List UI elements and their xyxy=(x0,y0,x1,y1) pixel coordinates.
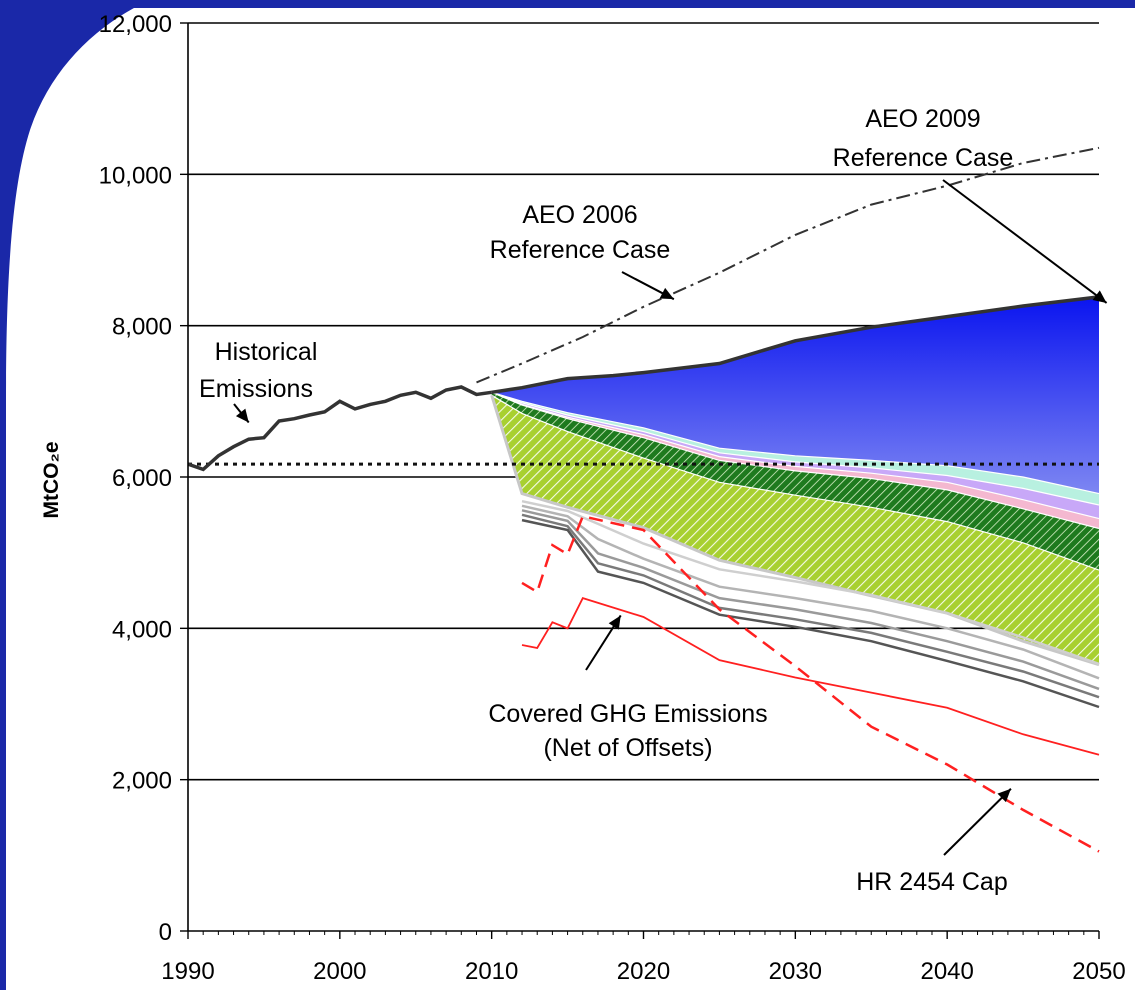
label-aeo2009-1: AEO 2009 xyxy=(865,105,980,133)
aeo2009-line xyxy=(491,295,1100,395)
slide-frame xyxy=(0,0,150,990)
band-separator xyxy=(491,391,1100,530)
gray-scenario-line xyxy=(521,499,1100,666)
label-aeo2006-1: AEO 2006 xyxy=(522,201,637,229)
arrow-hr2454-head xyxy=(997,788,1011,803)
x-tick-label: 2040 xyxy=(920,958,973,985)
arrow-aeo2006-head xyxy=(659,287,674,300)
label-aeo2009-2: Reference Case xyxy=(833,144,1014,172)
stacked-areas xyxy=(490,296,1100,667)
area-dark-green-hatched xyxy=(491,392,1099,571)
arrow-aeo2009-head xyxy=(1092,290,1107,303)
band-separator xyxy=(491,394,1100,571)
gray-scenario-line xyxy=(521,509,1100,691)
y-tick-label: 2,000 xyxy=(112,768,172,795)
label-hr2454-cap: HR 2454 Cap xyxy=(856,868,1007,896)
band-separator xyxy=(491,391,1100,520)
area-blue-reduction xyxy=(491,296,1099,494)
x-tick-label: 2020 xyxy=(617,958,670,985)
axes xyxy=(180,22,1100,939)
x-tick-label: 2030 xyxy=(769,958,822,985)
x-tick-label: 2000 xyxy=(313,958,366,985)
gray-scenario-line xyxy=(521,513,1100,699)
y-axis-label: MtCO₂e xyxy=(40,442,63,519)
red-solid-line xyxy=(521,597,1100,756)
arrow-historical-head xyxy=(235,408,249,423)
hr2454-cap-line xyxy=(521,514,1100,853)
series-lines xyxy=(187,146,1100,853)
x-tick-label: 1990 xyxy=(161,958,214,985)
band-separator xyxy=(491,391,1100,506)
label-historical-2: Emissions xyxy=(199,375,313,403)
y-tick-label: 4,000 xyxy=(112,616,172,643)
aeo2006-line xyxy=(476,146,1100,384)
y-tick-label: 10,000 xyxy=(99,162,172,189)
arrow-covered-head xyxy=(608,615,621,630)
area-light-green-hatched xyxy=(491,395,1099,665)
gray-scenario-line xyxy=(521,504,1100,680)
covered-ghg-line xyxy=(521,518,1100,709)
x-tick-label: 2010 xyxy=(465,958,518,985)
label-covered-1: Covered GHG Emissions xyxy=(488,700,767,728)
band-separator xyxy=(491,391,1100,495)
label-historical-1: Historical xyxy=(215,338,318,366)
arrow-hr2454 xyxy=(943,788,1012,856)
tick-labels: 0 2,000 4,000 6,000 8,000 10,000 12,000 1990 200… xyxy=(99,11,1126,985)
slide-frame-top xyxy=(80,0,1135,8)
y-tick-label: 8,000 xyxy=(112,314,172,341)
label-covered-2: (Net of Offsets) xyxy=(543,734,712,762)
x-tick-label: 2050 xyxy=(1072,958,1125,985)
label-aeo2006-2: Reference Case xyxy=(490,236,671,264)
annotation-arrows xyxy=(233,179,1108,856)
y-tick-label: 12,000 xyxy=(99,11,172,38)
historical-emissions-line xyxy=(187,385,492,472)
y-tick-label: 6,000 xyxy=(112,465,172,492)
arrow-aeo2009 xyxy=(942,179,1108,304)
band-bottom-edge xyxy=(490,394,1100,667)
y-tick-label: 0 xyxy=(159,919,172,946)
